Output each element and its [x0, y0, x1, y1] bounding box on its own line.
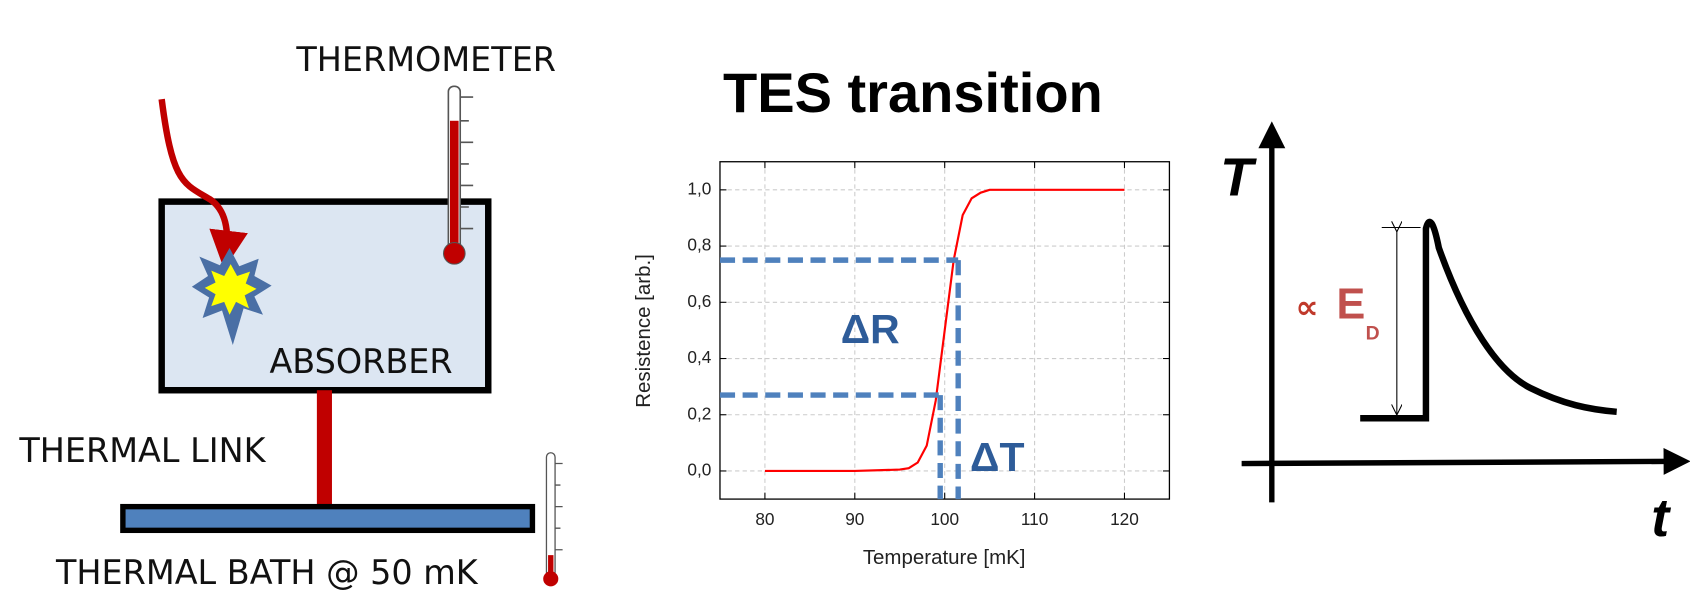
energy-label: E — [1336, 281, 1365, 329]
hit-core — [204, 264, 257, 315]
x-tick-label: 120 — [1110, 509, 1139, 529]
thermometer — [442, 85, 474, 265]
x-axis-label: Temperature [mK] — [863, 546, 1026, 569]
y-axis-label: Resistence [arb.] — [632, 254, 655, 408]
bath-thermometer — [543, 452, 563, 587]
y-tick-label: 0,2 — [687, 403, 711, 423]
pulse-curve — [1360, 218, 1617, 422]
time-axis — [1241, 447, 1690, 475]
thermal-link — [316, 390, 332, 509]
time-axis-label: t — [1651, 488, 1671, 548]
thermometer-label: THERMOMETER — [295, 40, 556, 79]
y-tick-label: 0,0 — [687, 460, 711, 480]
thermal-bath — [120, 503, 536, 534]
delta-r-label: ΔR — [841, 306, 900, 352]
absorber-label: ABSORBER — [269, 342, 452, 381]
bath-label: THERMAL BATH @ 50 mK — [55, 553, 479, 592]
energy-subscript: D — [1366, 322, 1380, 344]
incoming-particle — [158, 98, 248, 270]
proportional-symbol: ∝ — [1296, 289, 1319, 325]
pulse-diagram: T t ∝ E D — [1220, 121, 1690, 548]
plot-frame — [719, 161, 1171, 500]
delta-t-label: ΔT — [970, 434, 1024, 480]
x-tick-label: 100 — [930, 509, 959, 529]
y-tick-label: 0,6 — [687, 291, 711, 311]
y-tick-label: 1,0 — [687, 178, 711, 198]
x-tick-label: 110 — [1021, 509, 1048, 529]
link-label: THERMAL LINK — [18, 431, 266, 470]
detector-diagram: THERMOMETER ABSORBER THERMAL LINK THERMA… — [18, 40, 563, 592]
chart-title: TES transition — [723, 61, 1103, 124]
y-tick-label: 0,4 — [687, 347, 711, 367]
data-line — [764, 188, 1125, 473]
y-tick-label: 0,8 — [687, 235, 711, 255]
x-tick-label: 80 — [755, 509, 774, 529]
transition-chart: TES transition Temperature [mK] Resisten… — [632, 61, 1171, 569]
temperature-axis-label: T — [1220, 147, 1257, 207]
x-tick-label: 90 — [845, 509, 864, 529]
